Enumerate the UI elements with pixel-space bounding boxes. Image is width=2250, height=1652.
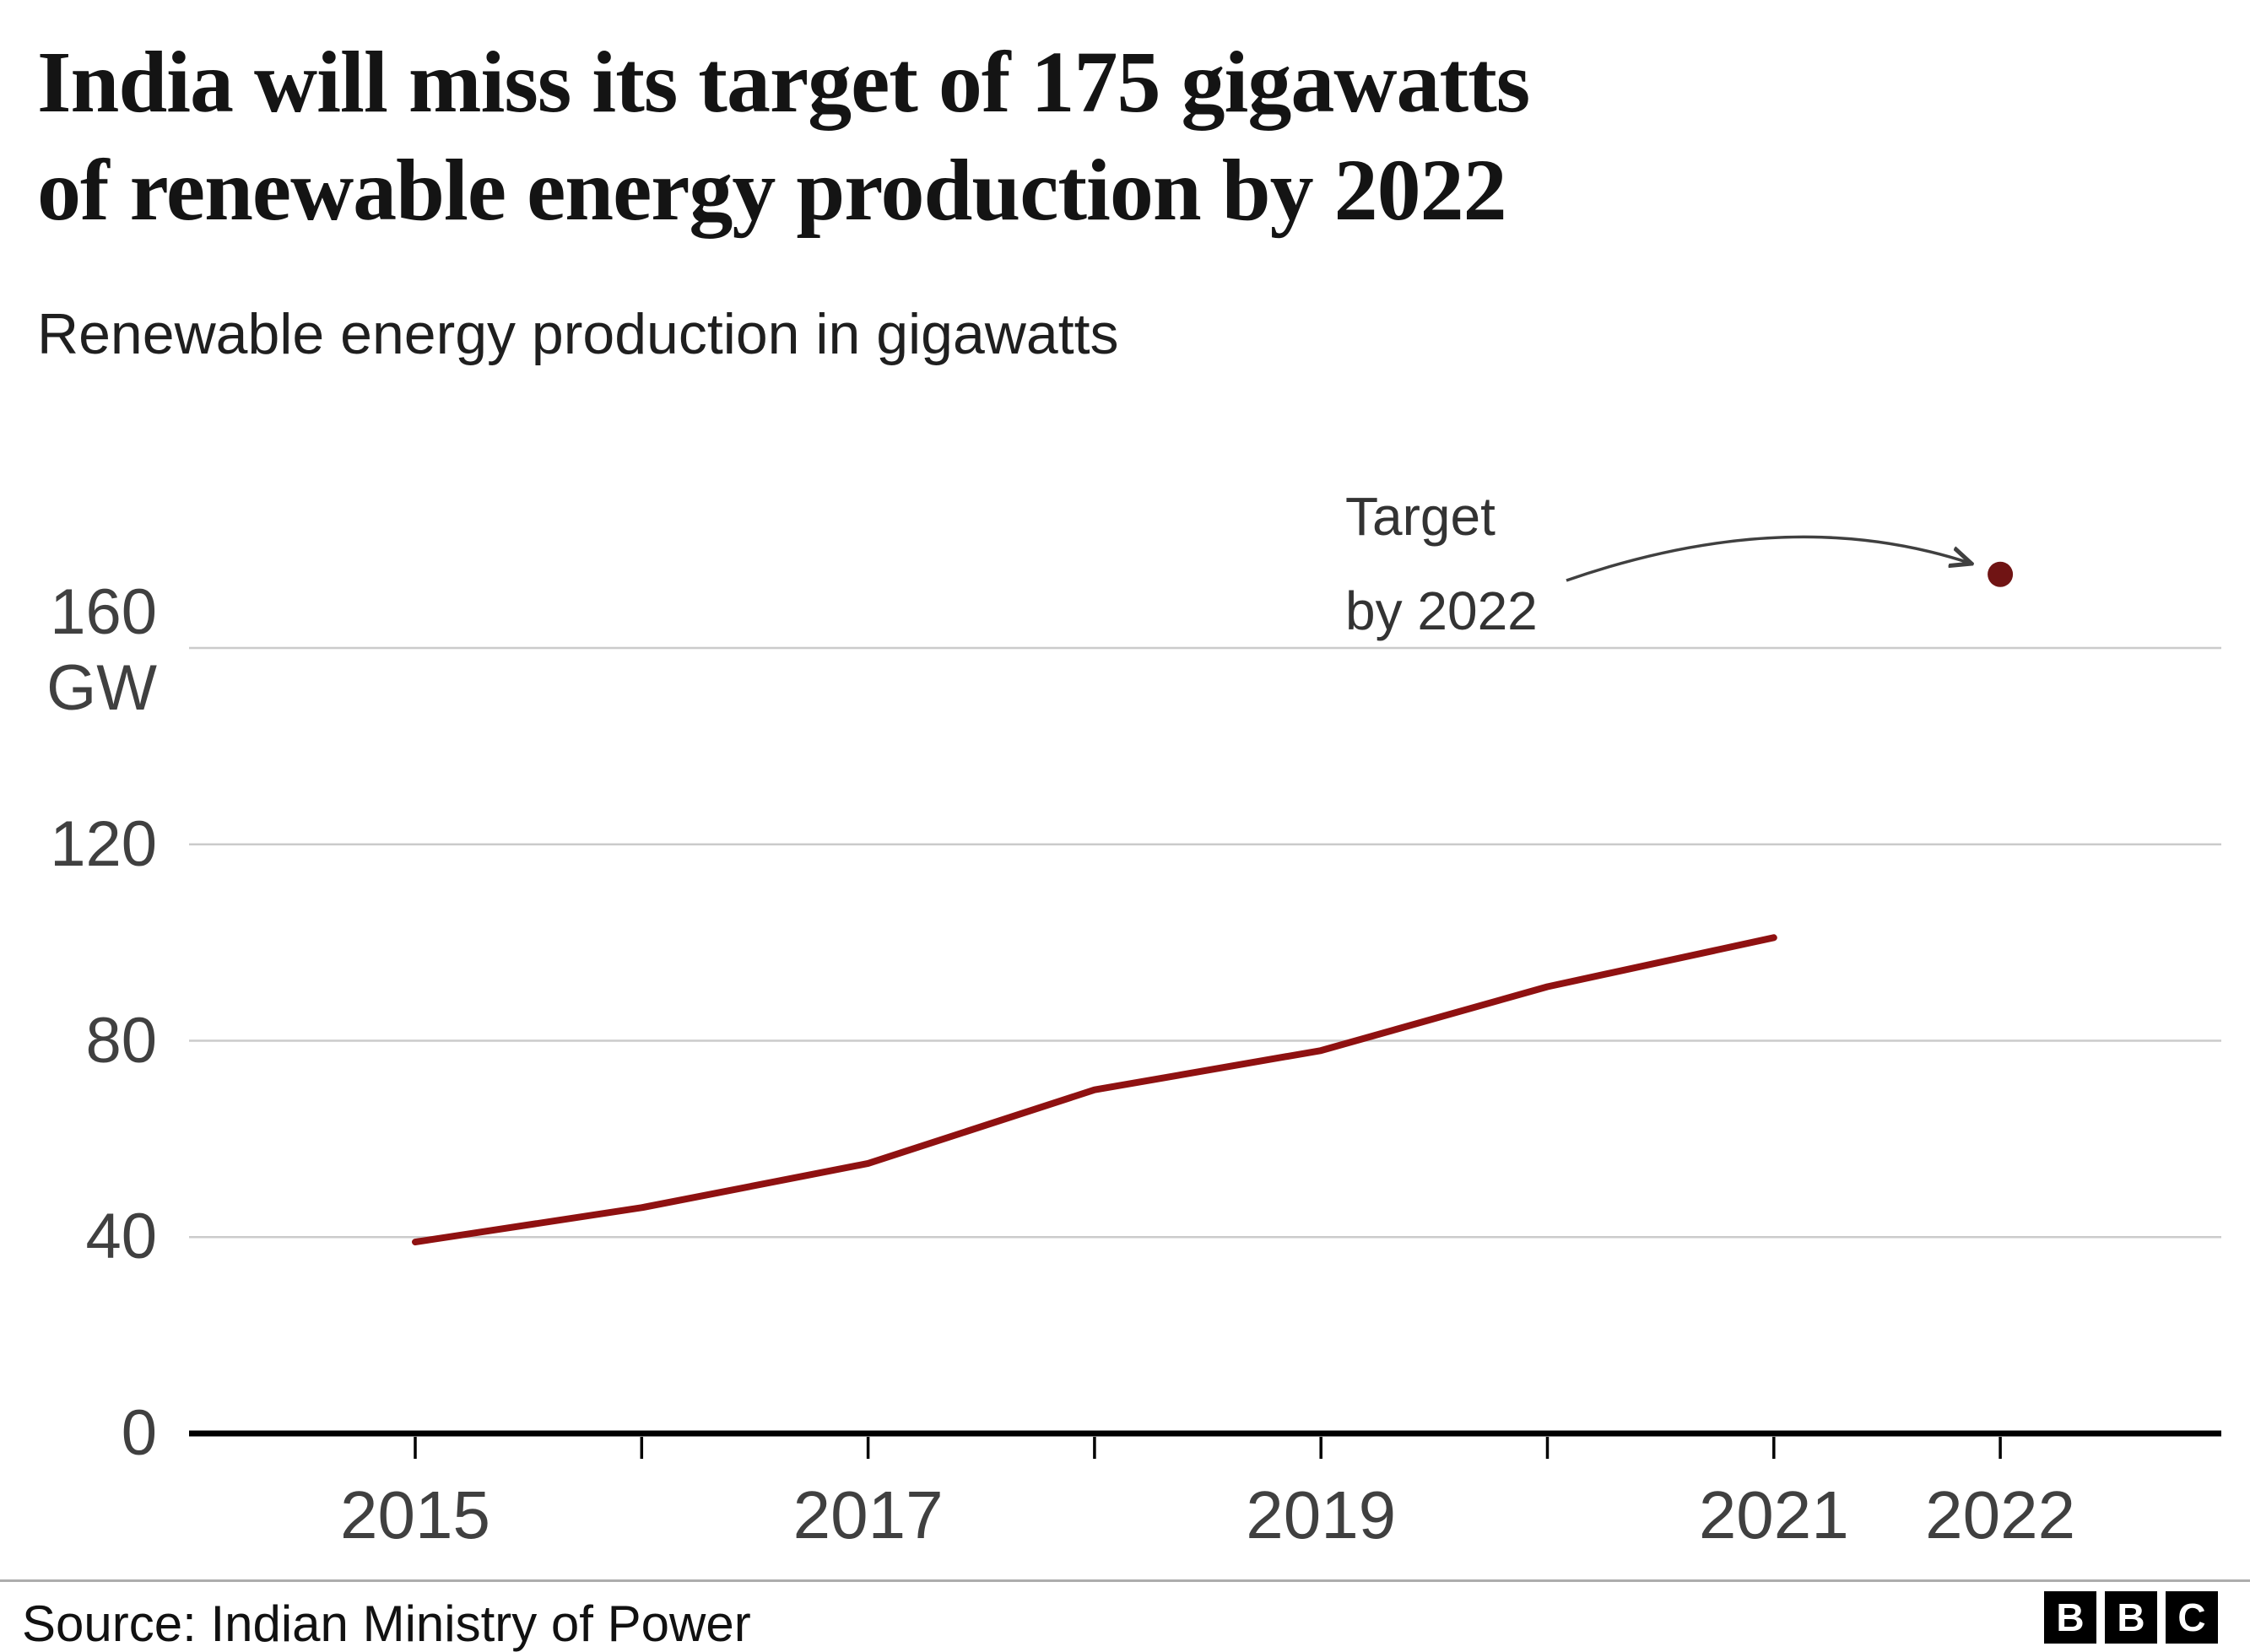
x-axis-tick-label: 2015 [340,1477,490,1552]
bbc-logo-letter-c: C [2166,1591,2218,1644]
y-axis-tick-label: 120 [50,807,157,880]
y-axis-tick-label: 0 [121,1397,157,1469]
x-axis-tick-label: 2017 [792,1477,944,1552]
bbc-logo-letter-b1: B [2044,1591,2096,1644]
y-axis-tick-label: 80 [85,1004,157,1077]
target-annotation: Target by 2022 [1345,469,1538,658]
bbc-logo-letter-b2: B [2105,1591,2157,1644]
source-credit: Source: Indian Ministry of Power [22,1595,751,1652]
y-axis-unit-label: GW [46,652,157,724]
target-annotation-line1: Target [1345,486,1495,547]
production-line [412,934,1777,1246]
x-axis-tick-label: 2022 [1925,1477,2076,1552]
y-axis-tick-label: 160 [50,576,157,648]
chart-title-line2: of renewable energy production by 2022 [37,142,1507,239]
y-axis-tick-label: 40 [85,1201,157,1273]
target-dot [1988,561,2014,587]
x-axis-tick-label: 2021 [1698,1477,1849,1552]
footer-divider [0,1579,2250,1582]
target-annotation-line2: by 2022 [1345,580,1538,641]
chart-title-line1: India will miss its target of 175 gigawa… [37,34,1530,131]
bbc-logo: B B C [2044,1591,2218,1644]
chart-subtitle: Renewable energy production in gigawatts [37,302,1119,366]
x-axis-tick-label: 2019 [1246,1477,1397,1552]
target-arrow [1566,535,1971,582]
chart-title: India will miss its target of 175 gigawa… [37,29,1530,245]
